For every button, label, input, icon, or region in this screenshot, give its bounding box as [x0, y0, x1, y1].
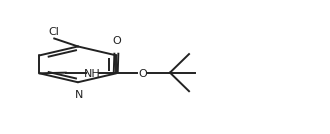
Text: O: O: [138, 69, 147, 79]
Text: O: O: [112, 36, 121, 46]
Text: NH: NH: [84, 69, 101, 79]
Text: Cl: Cl: [48, 27, 59, 37]
Text: N: N: [75, 90, 83, 100]
